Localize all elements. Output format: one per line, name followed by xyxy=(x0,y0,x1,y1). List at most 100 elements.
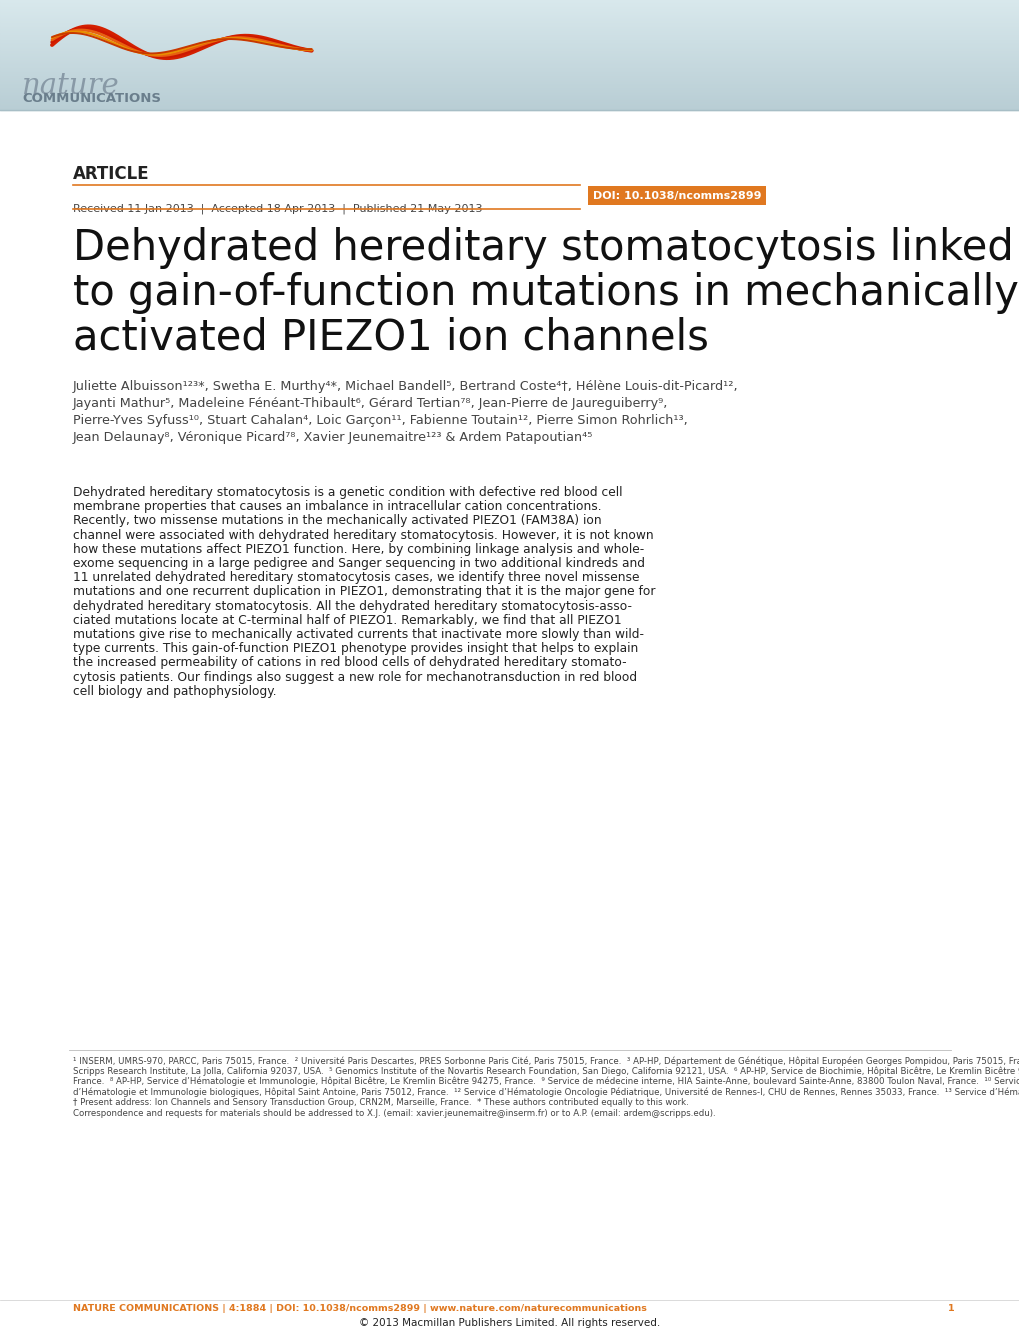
Bar xyxy=(0,1,1019,3)
Text: 11 unrelated dehydrated hereditary stomatocytosis cases, we identify three novel: 11 unrelated dehydrated hereditary stoma… xyxy=(73,571,639,584)
Bar xyxy=(0,40,1019,42)
Bar xyxy=(0,100,1019,102)
Bar xyxy=(0,52,1019,54)
Text: activated PIEZO1 ion channels: activated PIEZO1 ion channels xyxy=(73,318,708,359)
Bar xyxy=(0,55,1019,56)
Text: Received 11 Jan 2013  |  Accepted 18 Apr 2013  |  Published 21 May 2013: Received 11 Jan 2013 | Accepted 18 Apr 2… xyxy=(73,202,482,213)
Bar xyxy=(0,68,1019,70)
Bar xyxy=(0,54,1019,55)
Text: Dehydrated hereditary stomatocytosis is a genetic condition with defective red b: Dehydrated hereditary stomatocytosis is … xyxy=(73,486,622,498)
Bar xyxy=(0,102,1019,103)
Bar xyxy=(0,105,1019,106)
Text: Correspondence and requests for materials should be addressed to X.J. (email: xa: Correspondence and requests for material… xyxy=(73,1108,715,1118)
Bar xyxy=(0,95,1019,98)
Bar xyxy=(0,29,1019,31)
Bar xyxy=(0,23,1019,24)
Text: channel were associated with dehydrated hereditary stomatocytosis. However, it i: channel were associated with dehydrated … xyxy=(73,528,653,541)
Text: Jayanti Mathur⁵, Madeleine Fénéant-Thibault⁶, Gérard Tertian⁷⁸, Jean-Pierre de J: Jayanti Mathur⁵, Madeleine Fénéant-Thiba… xyxy=(73,397,667,410)
Bar xyxy=(0,13,1019,15)
Bar xyxy=(0,67,1019,68)
Bar xyxy=(0,3,1019,4)
Bar xyxy=(0,12,1019,13)
Text: dehydrated hereditary stomatocytosis. All the dehydrated hereditary stomatocytos: dehydrated hereditary stomatocytosis. Al… xyxy=(73,599,632,612)
Text: ARTICLE: ARTICLE xyxy=(73,165,150,184)
Bar xyxy=(0,98,1019,99)
Bar xyxy=(0,50,1019,51)
Bar xyxy=(0,21,1019,23)
Bar xyxy=(0,88,1019,90)
Bar xyxy=(0,92,1019,94)
Bar xyxy=(0,25,1019,27)
Bar xyxy=(0,47,1019,48)
Bar xyxy=(0,35,1019,36)
Bar xyxy=(0,52,1019,54)
Bar xyxy=(0,78,1019,80)
Bar xyxy=(0,106,1019,107)
Text: 1: 1 xyxy=(947,1304,954,1313)
Text: Dehydrated hereditary stomatocytosis linked: Dehydrated hereditary stomatocytosis lin… xyxy=(73,226,1013,269)
Bar xyxy=(0,66,1019,67)
Text: d’Hématologie et Immunologie biologiques, Hôpital Saint Antoine, Paris 75012, Fr: d’Hématologie et Immunologie biologiques… xyxy=(73,1088,1019,1097)
Bar xyxy=(0,102,1019,103)
Bar xyxy=(0,107,1019,109)
Bar xyxy=(0,79,1019,80)
Bar xyxy=(0,27,1019,28)
Text: Pierre-Yves Syfuss¹⁰, Stuart Cahalan⁴, Loic Garçon¹¹, Fabienne Toutain¹², Pierre: Pierre-Yves Syfuss¹⁰, Stuart Cahalan⁴, L… xyxy=(73,414,687,427)
Bar xyxy=(587,186,765,205)
Text: to gain-of-function mutations in mechanically: to gain-of-function mutations in mechani… xyxy=(73,272,1018,314)
Text: membrane properties that causes an imbalance in intracellular cation concentrati: membrane properties that causes an imbal… xyxy=(73,500,601,513)
Bar xyxy=(0,3,1019,4)
Bar xyxy=(0,72,1019,74)
Bar xyxy=(0,56,1019,58)
Bar xyxy=(0,63,1019,64)
Bar xyxy=(0,55,1019,56)
Bar xyxy=(0,40,1019,42)
Text: © 2013 Macmillan Publishers Limited. All rights reserved.: © 2013 Macmillan Publishers Limited. All… xyxy=(359,1319,660,1328)
Bar xyxy=(0,46,1019,47)
Bar xyxy=(0,86,1019,87)
Bar xyxy=(0,19,1019,20)
Bar xyxy=(0,9,1019,11)
Bar xyxy=(0,109,1019,110)
Bar xyxy=(0,105,1019,106)
Bar xyxy=(0,8,1019,9)
Bar xyxy=(0,76,1019,78)
Text: Juliette Albuisson¹²³*, Swetha E. Murthy⁴*, Michael Bandell⁵, Bertrand Coste⁴†, : Juliette Albuisson¹²³*, Swetha E. Murthy… xyxy=(73,381,738,393)
Bar xyxy=(0,99,1019,100)
Bar xyxy=(0,87,1019,88)
Bar xyxy=(0,28,1019,29)
Bar xyxy=(0,17,1019,19)
Bar xyxy=(0,70,1019,71)
Bar xyxy=(0,4,1019,5)
Bar xyxy=(0,64,1019,66)
Bar xyxy=(0,43,1019,46)
Bar xyxy=(0,12,1019,13)
Bar xyxy=(0,103,1019,105)
Bar xyxy=(0,74,1019,75)
Bar xyxy=(0,29,1019,31)
Bar xyxy=(0,35,1019,36)
Bar xyxy=(0,92,1019,94)
Bar xyxy=(0,58,1019,59)
Bar xyxy=(0,60,1019,63)
Bar xyxy=(0,32,1019,34)
Bar xyxy=(0,15,1019,16)
Bar xyxy=(0,84,1019,86)
Bar xyxy=(0,91,1019,92)
Text: Recently, two missense mutations in the mechanically activated PIEZO1 (FAM38A) i: Recently, two missense mutations in the … xyxy=(73,515,601,528)
Bar xyxy=(0,32,1019,34)
Bar xyxy=(0,16,1019,17)
Bar xyxy=(0,36,1019,38)
Bar xyxy=(0,87,1019,88)
Bar xyxy=(0,43,1019,44)
Text: the increased permeability of cations in red blood cells of dehydrated hereditar: the increased permeability of cations in… xyxy=(73,657,626,670)
Bar xyxy=(0,83,1019,84)
Text: Scripps Research Institute, La Jolla, California 92037, USA.  ⁵ Genomics Institu: Scripps Research Institute, La Jolla, Ca… xyxy=(73,1067,1019,1076)
Bar xyxy=(0,31,1019,32)
Bar xyxy=(0,94,1019,95)
Bar xyxy=(0,8,1019,11)
Bar xyxy=(0,75,1019,76)
Text: type currents. This gain-of-function PIEZO1 phenotype provides insight that help: type currents. This gain-of-function PIE… xyxy=(73,642,638,655)
Bar xyxy=(0,107,1019,109)
Bar xyxy=(0,34,1019,35)
